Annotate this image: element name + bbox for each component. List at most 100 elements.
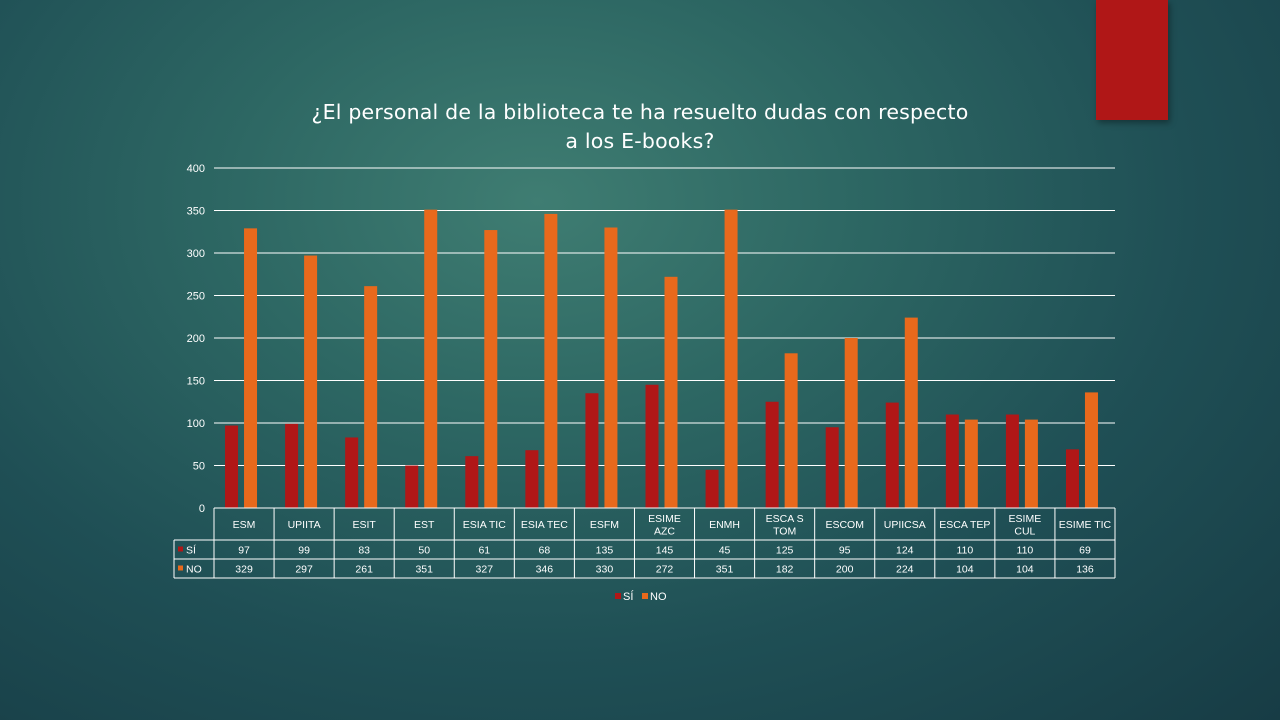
bar-si [1005,414,1019,508]
bar-si [225,425,239,508]
data-label: 224 [896,564,914,576]
data-label: 330 [596,564,614,576]
category-label: ESFM [590,519,619,531]
category-label: ESIT [352,519,376,531]
bar-si [465,456,479,508]
category-label: ESIME [648,513,681,525]
category-label: TOM [773,525,796,537]
category-label: ESIA TEC [521,519,568,531]
chart-title: ¿El personal de la biblioteca te ha resu… [290,98,990,156]
bar-no [424,209,438,508]
legend-label-si: SÍ [623,590,634,603]
row-legend-key [178,565,183,571]
data-label: 135 [596,545,614,557]
category-label: ESIME [1009,513,1042,525]
bar-no [304,255,318,508]
data-label: 99 [298,545,310,557]
data-label: 45 [719,545,731,557]
bar-si [345,437,359,508]
data-label: 61 [478,545,490,557]
y-tick-label: 0 [199,503,205,515]
category-label: UPIITA [288,519,321,531]
accent-rectangle [1096,0,1168,120]
bar-si [285,423,299,508]
category-label: ESM [233,519,256,531]
y-tick-label: 50 [193,461,205,473]
data-label: 68 [539,545,551,557]
bar-si [705,469,719,508]
legend-key-no [642,593,648,599]
data-label: 104 [956,564,974,576]
data-label: 125 [776,545,794,557]
bar-si [945,414,959,508]
legend-label-no: NO [650,591,667,603]
bar-no [364,286,378,508]
data-label: 69 [1079,545,1091,557]
y-tick-label: 350 [187,206,205,218]
category-label: ESIA TIC [463,519,506,531]
data-label: 272 [656,564,674,576]
bar-no [664,276,678,508]
data-label: 200 [836,564,854,576]
y-tick-label: 300 [187,248,205,260]
category-label: ESCOM [825,519,864,531]
bar-no [1084,392,1098,508]
category-label: ENMH [709,519,740,531]
bar-no [724,209,738,508]
bar-no [244,228,258,508]
data-label: 329 [235,564,253,576]
bar-no [604,227,618,508]
category-label: ESIME TIC [1059,519,1112,531]
category-label: CUL [1014,525,1035,537]
bar-si [525,450,539,508]
data-label: 297 [295,564,313,576]
data-label: 95 [839,545,851,557]
bar-si [405,465,419,508]
data-label: 261 [355,564,373,576]
category-label: EST [414,519,435,531]
bar-si [585,393,599,508]
bar-si [885,402,899,508]
category-label: UPIICSA [884,519,926,531]
category-label: ESCA S [766,513,804,525]
data-label: 327 [476,564,494,576]
bar-no [964,419,978,508]
data-label: 351 [716,564,734,576]
legend-key-si [615,593,621,599]
chart-title-line-2: a los E-books? [565,129,715,153]
bar-si [765,401,779,508]
row-series-label: SÍ [186,544,196,557]
data-label: 145 [656,545,674,557]
data-label: 124 [896,545,914,557]
y-tick-label: 250 [187,291,205,303]
data-label: 97 [238,545,250,557]
bar-no [1024,419,1038,508]
bar-no [784,353,798,508]
bar-si [825,427,839,508]
bar-no [544,213,558,508]
data-label: 83 [358,545,370,557]
bar-no [844,338,858,508]
chart-title-line-1: ¿El personal de la biblioteca te ha resu… [311,100,969,124]
data-label: 110 [956,545,973,557]
data-label: 136 [1076,564,1094,576]
y-tick-label: 150 [187,376,205,388]
bar-si [1065,449,1079,508]
bar-no [484,230,498,509]
y-tick-label: 100 [187,418,205,430]
data-label: 110 [1017,545,1034,557]
data-label: 182 [776,564,794,576]
data-label: 104 [1016,564,1034,576]
y-tick-label: 200 [187,333,205,345]
data-label: 346 [536,564,554,576]
bar-si [645,384,659,508]
category-label: ESCA TEP [939,519,990,531]
row-series-label: NO [186,564,202,576]
data-label: 50 [418,545,430,557]
data-label: 351 [415,564,433,576]
y-tick-label: 400 [187,163,205,175]
category-label: AZC [654,525,675,537]
bar-no [904,317,918,508]
row-legend-key [178,546,183,552]
